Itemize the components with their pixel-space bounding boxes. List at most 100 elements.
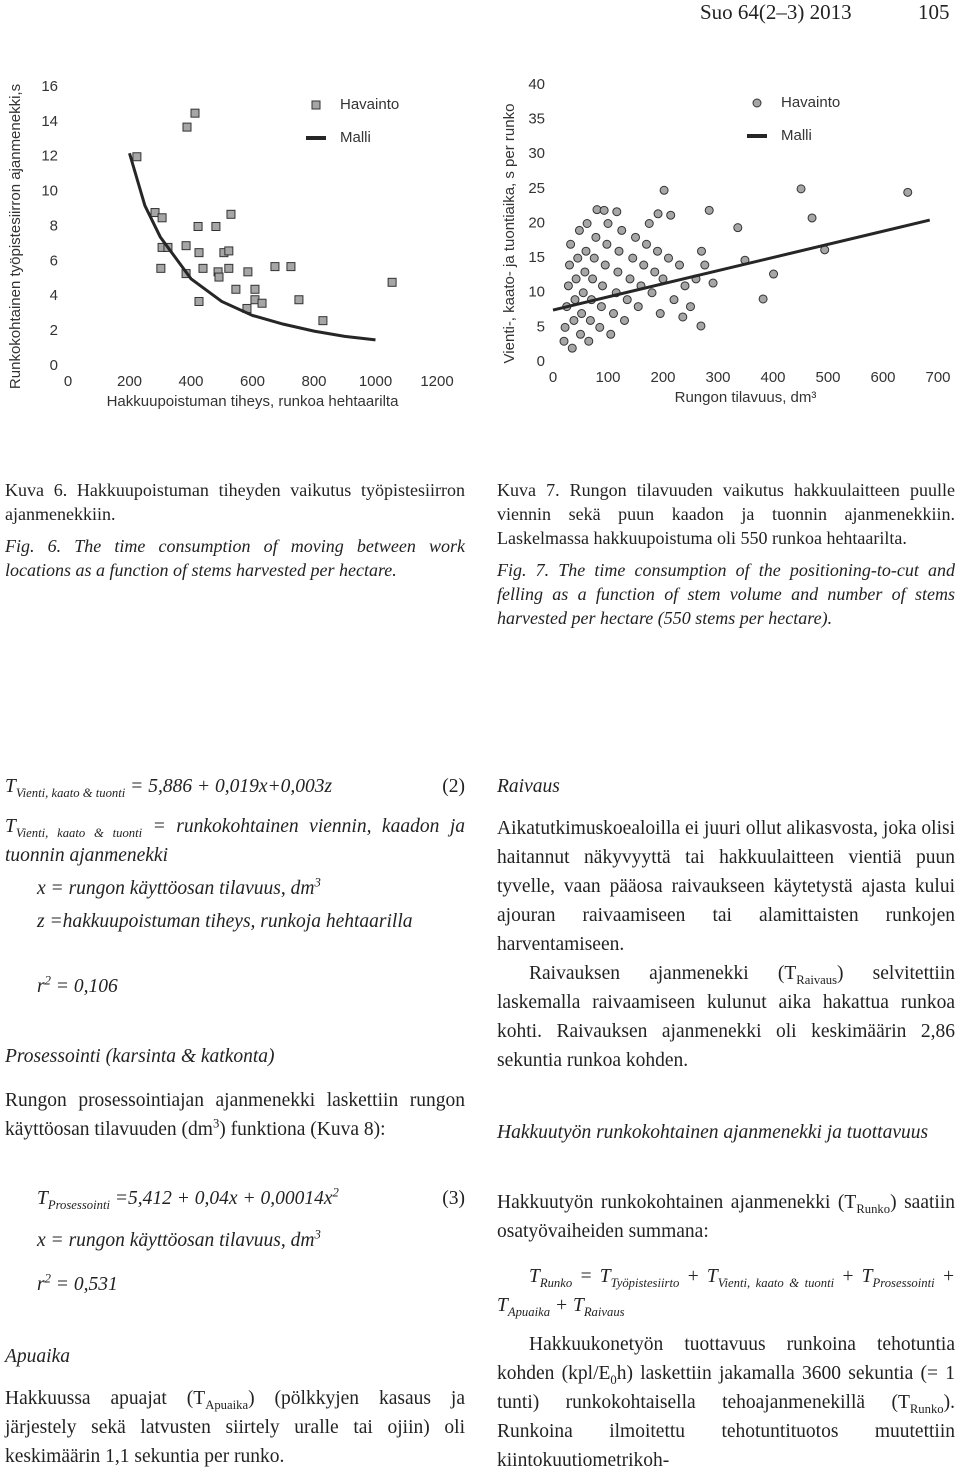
point: [633, 302, 643, 312]
point: [194, 248, 204, 258]
heading: Hakkuutyön runkokohtainen ajanmenekki ja…: [497, 1118, 955, 1147]
point: [294, 295, 304, 305]
point: [577, 309, 587, 319]
point: [614, 246, 624, 256]
paragraph: Hakkuussa apuajat (TApuaika) (pölkkyjen …: [5, 1384, 465, 1471]
point: [132, 152, 142, 162]
point: [613, 267, 623, 277]
heading: Apuaika: [5, 1342, 465, 1371]
text-run: ) saatiin osatyövaiheiden summana:: [497, 1192, 955, 1242]
x-axis-label: Hakkuupoistuman tiheys, runkoa hehtaaril…: [107, 393, 399, 410]
point: [903, 187, 913, 197]
legend-marker: [311, 100, 321, 110]
point: [631, 232, 640, 242]
point: [214, 272, 224, 282]
text-run: + T: [550, 1295, 584, 1316]
x-tick-label: 1200: [420, 373, 453, 390]
legend-label: Malli: [340, 129, 371, 146]
y-tick-label: 15: [528, 249, 545, 266]
y-tick-label: 10: [528, 284, 545, 301]
text-run: + T: [679, 1266, 718, 1287]
y-tick-label: 8: [50, 217, 58, 234]
definition: x = rungon käyttöosan tilavuus, dm3: [5, 874, 465, 903]
y-tick-label: 12: [41, 148, 58, 165]
point: [243, 267, 253, 277]
heading: Raivaus: [497, 772, 955, 801]
point: [612, 207, 622, 217]
point: [584, 336, 594, 346]
subscript: Raivaus: [796, 972, 838, 987]
model-line: [552, 218, 931, 312]
text-run: = T: [572, 1266, 611, 1287]
x-axis-label: Rungon tilavuus, dm³: [675, 389, 817, 406]
text-run: r: [37, 1274, 45, 1295]
y-tick-label: 40: [528, 76, 545, 93]
point: [157, 213, 167, 223]
point: [565, 260, 574, 270]
paragraph: Aikatutkimuskoealoilla ei juuri ollut al…: [497, 814, 955, 959]
point: [644, 219, 654, 228]
point: [598, 281, 607, 291]
point: [563, 281, 573, 291]
subscript: 0: [610, 1372, 617, 1387]
superscript: 2: [44, 1271, 51, 1286]
point: [595, 322, 605, 332]
text-run: r: [37, 976, 45, 997]
point: [387, 277, 397, 287]
point: [680, 281, 690, 291]
heading: Prosessointi (karsinta & katkonta): [5, 1042, 465, 1071]
point: [733, 223, 743, 233]
equation: (3) TProsessointi =5,412 + 0,04x + 0,0001…: [5, 1184, 465, 1213]
point: [567, 343, 577, 353]
subscript: Työpistesiirto: [610, 1275, 680, 1290]
y-tick-label: 2: [50, 322, 58, 339]
subscript: Prosessointi: [872, 1275, 935, 1290]
text-run: Rungon prosessointiajan ajanmenekki lask…: [5, 1090, 465, 1140]
point: [226, 209, 236, 219]
point: [211, 222, 221, 231]
x-tick-label: 400: [178, 373, 203, 390]
point: [617, 225, 627, 235]
point: [582, 219, 592, 228]
text-run: ) selvitettiin laskemalla raivaamiseen k…: [497, 963, 955, 1071]
superscript: 2: [332, 1185, 339, 1200]
legend-marker: [752, 98, 762, 108]
y-tick-label: 0: [537, 353, 545, 370]
y-axis-label: Vienti-, kaato- ja tuontiaika, s per run…: [501, 104, 518, 364]
point: [664, 253, 673, 263]
text-run: = 5,886 + 0,019x+0,003z: [125, 776, 333, 797]
point: [573, 253, 583, 263]
point: [666, 210, 676, 220]
x-tick-label: 200: [117, 373, 142, 390]
journal: Suo 64(2–3) 2013: [700, 0, 852, 24]
point: [609, 309, 618, 319]
point: [224, 263, 234, 273]
point: [591, 232, 601, 242]
point: [620, 315, 629, 325]
point: [581, 246, 591, 256]
point: [796, 184, 806, 194]
point: [569, 315, 579, 325]
equation-number: (2): [442, 776, 465, 797]
x-tick-label: 0: [549, 369, 557, 386]
y-tick-label: 30: [528, 145, 545, 162]
text-run: z =hakkuupoistuman tiheys, runkoja hehta…: [37, 911, 413, 932]
point: [250, 284, 260, 294]
point: [678, 312, 688, 322]
text-run: Hakkuutyön runkokohtainen ajanmenekki (T: [497, 1192, 857, 1213]
text-run: ) funktiona (Kuva 8):: [219, 1119, 386, 1140]
subscript: Vienti, kaato & tuonti: [15, 785, 126, 800]
point: [559, 336, 569, 346]
subscript: Raivaus: [583, 1304, 625, 1319]
point: [655, 309, 665, 319]
text-run: T: [5, 776, 16, 797]
text-run: ) (pölkkyjen kasaus ja järjestely sekä l…: [5, 1388, 466, 1467]
superscript: 2: [44, 973, 51, 988]
page-number: 105: [918, 0, 950, 24]
subscript: Runko: [909, 1401, 944, 1416]
point: [708, 278, 718, 288]
point: [653, 246, 662, 256]
paragraph: Hakkuutyön runkokohtainen ajanmenekki (T…: [497, 1188, 955, 1246]
point: [628, 253, 638, 263]
